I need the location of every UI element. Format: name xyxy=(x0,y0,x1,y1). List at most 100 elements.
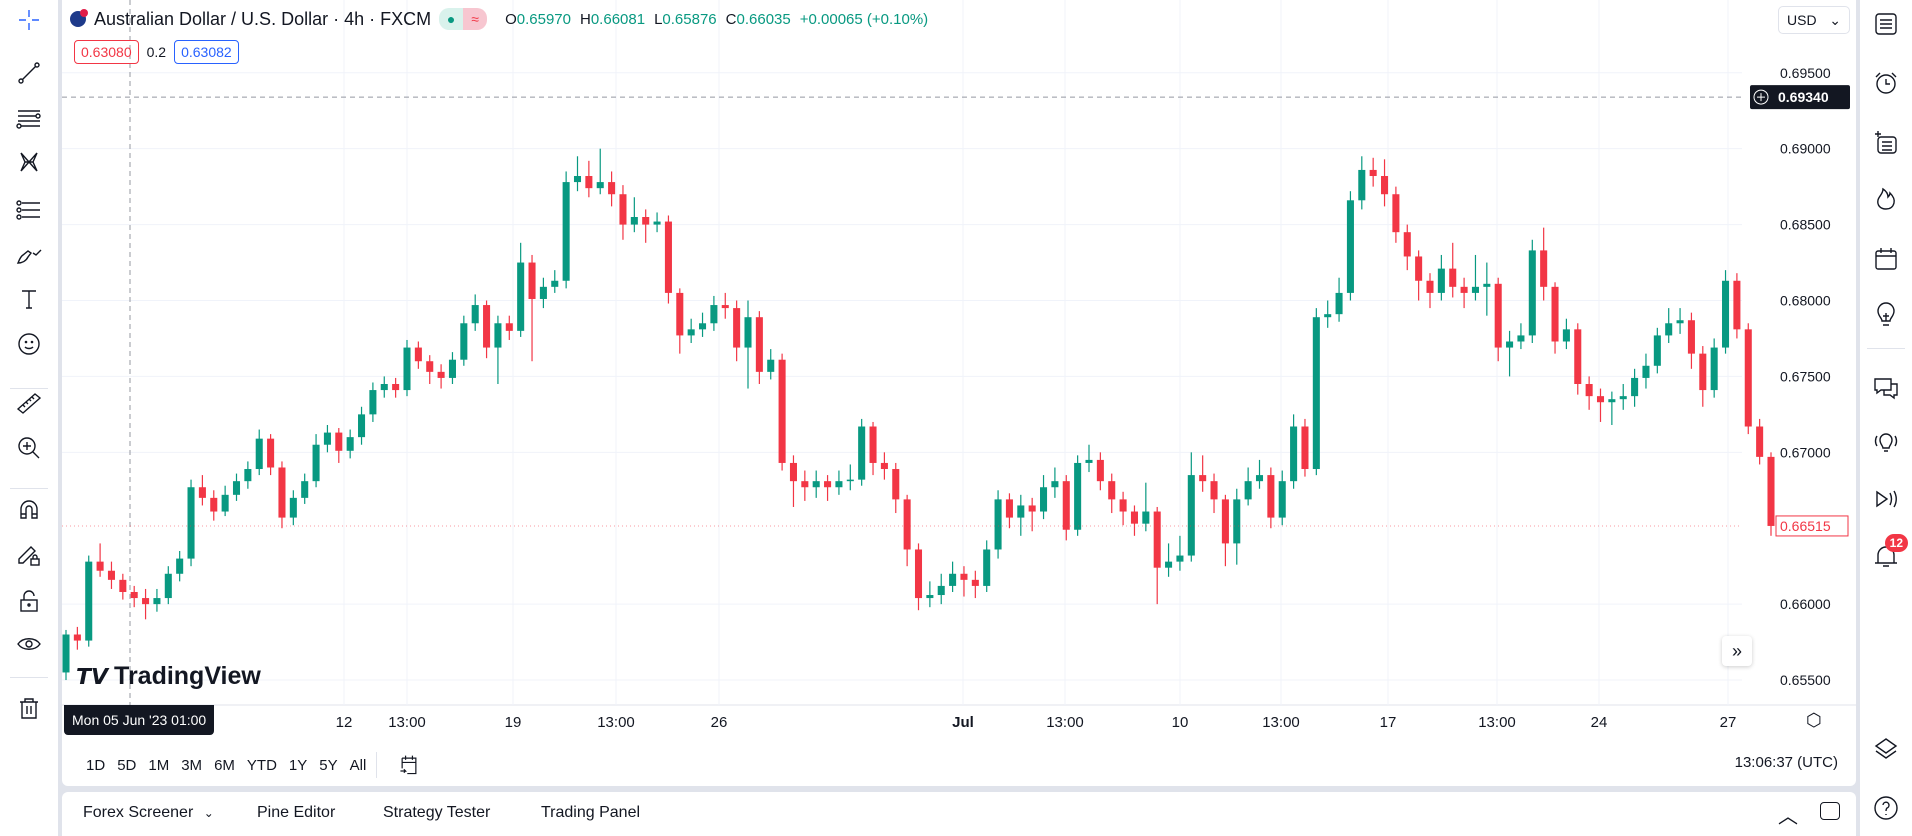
smiley-icon xyxy=(18,333,40,355)
range-1y[interactable]: 1Y xyxy=(288,756,308,774)
scroll-to-realtime-button[interactable]: » xyxy=(1722,636,1752,666)
hide-drawings-tool[interactable] xyxy=(8,626,50,662)
close-value: 0.66035 xyxy=(736,10,791,28)
range-5y[interactable]: 5Y xyxy=(319,756,338,774)
candle-body xyxy=(232,481,241,495)
currency-select[interactable]: USD ⌄ xyxy=(1778,6,1850,34)
calendar-button[interactable] xyxy=(1866,239,1906,279)
candle-body xyxy=(73,634,81,641)
lightbulb-icon xyxy=(1877,302,1895,326)
range-6m[interactable]: 6M xyxy=(214,756,235,774)
candle-body xyxy=(221,494,229,512)
watchlist-button[interactable] xyxy=(1866,4,1906,44)
candle-body xyxy=(85,561,93,641)
symbol-title[interactable]: Australian Dollar / U.S. Dollar · 4h · F… xyxy=(94,8,432,29)
candle-body xyxy=(517,262,525,331)
tab-forex-screener[interactable]: Forex Screener ⌄ xyxy=(83,804,214,821)
maximize-panel-icon[interactable] xyxy=(1820,802,1840,820)
candle-body xyxy=(642,217,650,225)
candle-body xyxy=(551,280,559,287)
notifications-button[interactable]: 12 xyxy=(1866,534,1908,576)
candle-body xyxy=(1471,286,1479,293)
go-to-date-icon[interactable] xyxy=(397,753,421,777)
alerts-button[interactable] xyxy=(1866,63,1906,103)
price-chart[interactable]: 0.69500 0.69000 0.68500 0.68000 0.67500 0.670… xyxy=(62,0,1856,786)
range-1d[interactable]: 1D xyxy=(86,756,106,774)
streams-button[interactable] xyxy=(1866,422,1906,462)
parallel-lines-icon xyxy=(16,110,41,129)
candle-body xyxy=(1369,169,1377,177)
prediction-tool[interactable] xyxy=(8,192,50,228)
tab-trading-panel[interactable]: Trading Panel xyxy=(541,804,641,821)
chat-icon xyxy=(1874,378,1898,400)
text-tool[interactable] xyxy=(8,281,50,317)
clock[interactable]: 13:06:37 (UTC) xyxy=(1734,754,1838,771)
candle-body xyxy=(653,221,661,225)
candle-body xyxy=(1278,481,1286,518)
hotlists-button[interactable] xyxy=(1866,178,1906,218)
watchlist-icon xyxy=(1875,13,1897,35)
candle-body xyxy=(1528,250,1536,336)
help-button[interactable] xyxy=(1866,788,1906,828)
range-3m[interactable]: 3M xyxy=(181,756,203,774)
forecast-icon xyxy=(16,200,40,220)
ideas-button[interactable] xyxy=(1866,295,1906,335)
remove-drawings-button[interactable] xyxy=(8,690,50,726)
range-1m[interactable]: 1M xyxy=(148,756,170,774)
tab-strategy-tester[interactable]: Strategy Tester xyxy=(383,804,491,821)
help-icon xyxy=(1874,796,1898,820)
brush-tool[interactable] xyxy=(8,237,50,273)
zoom-in-tool[interactable] xyxy=(8,430,50,466)
candle-body xyxy=(278,467,286,518)
lock-drawings-tool[interactable] xyxy=(8,537,50,573)
candle-body xyxy=(1494,283,1502,348)
magnet-tool[interactable] xyxy=(8,492,50,528)
candle-body xyxy=(1233,499,1241,544)
candle-body xyxy=(869,426,877,463)
price-tick-label: 0.66000 xyxy=(1780,596,1831,612)
candle-body xyxy=(835,481,843,488)
measure-tool[interactable] xyxy=(8,385,50,421)
candle-body xyxy=(971,579,979,586)
widget-toolbar: 12 xyxy=(1860,0,1912,836)
candle-body xyxy=(1358,169,1366,201)
fib-tool[interactable] xyxy=(8,100,50,136)
trend-line-tool[interactable] xyxy=(8,55,50,91)
brush-icon xyxy=(16,249,42,264)
sell-button[interactable]: 0.63080 xyxy=(74,40,139,64)
candle-body xyxy=(1199,475,1207,482)
candle-body xyxy=(494,323,502,348)
market-status[interactable]: ● ≈ xyxy=(439,8,488,30)
candle-body xyxy=(198,487,206,498)
crosshair-icon xyxy=(19,10,39,30)
high-value: 0.66081 xyxy=(590,10,646,28)
range-ytd[interactable]: YTD xyxy=(246,756,277,774)
object-tree-button[interactable] xyxy=(1866,123,1906,163)
candle-body xyxy=(1619,396,1627,400)
crosshair-tool[interactable] xyxy=(8,2,50,38)
collapse-panel-icon[interactable]: ︿ xyxy=(1778,806,1798,828)
candle-body xyxy=(914,549,923,599)
chevron-down-icon: ⌄ xyxy=(203,806,214,820)
chats-button[interactable] xyxy=(1866,368,1906,408)
candle-body xyxy=(926,595,934,599)
add-list-icon xyxy=(1875,131,1897,154)
buy-button[interactable]: 0.63082 xyxy=(174,40,239,64)
bottom-panel: Forex Screener ⌄ Pine Editor Strategy Te… xyxy=(62,792,1856,836)
pattern-tool[interactable] xyxy=(8,144,50,180)
candle-body xyxy=(846,479,854,482)
tab-pine-editor[interactable]: Pine Editor xyxy=(257,804,336,821)
axis-settings-icon[interactable]: ⬡ xyxy=(1806,710,1822,730)
candle-body xyxy=(471,305,479,324)
candle-body xyxy=(1449,268,1457,287)
range-5d[interactable]: 5D xyxy=(117,756,137,774)
candle-body xyxy=(1130,511,1138,524)
candle-body xyxy=(1517,335,1525,342)
emoji-tool[interactable] xyxy=(8,326,50,362)
range-all[interactable]: All xyxy=(349,756,367,774)
chart-pane[interactable]: 0.69500 0.69000 0.68500 0.68000 0.67500 0.670… xyxy=(62,0,1856,786)
candle-body xyxy=(346,437,354,451)
notifications-stream-button[interactable] xyxy=(1866,479,1906,519)
lock-all-tool[interactable] xyxy=(8,583,50,619)
layers-button[interactable] xyxy=(1866,729,1906,769)
